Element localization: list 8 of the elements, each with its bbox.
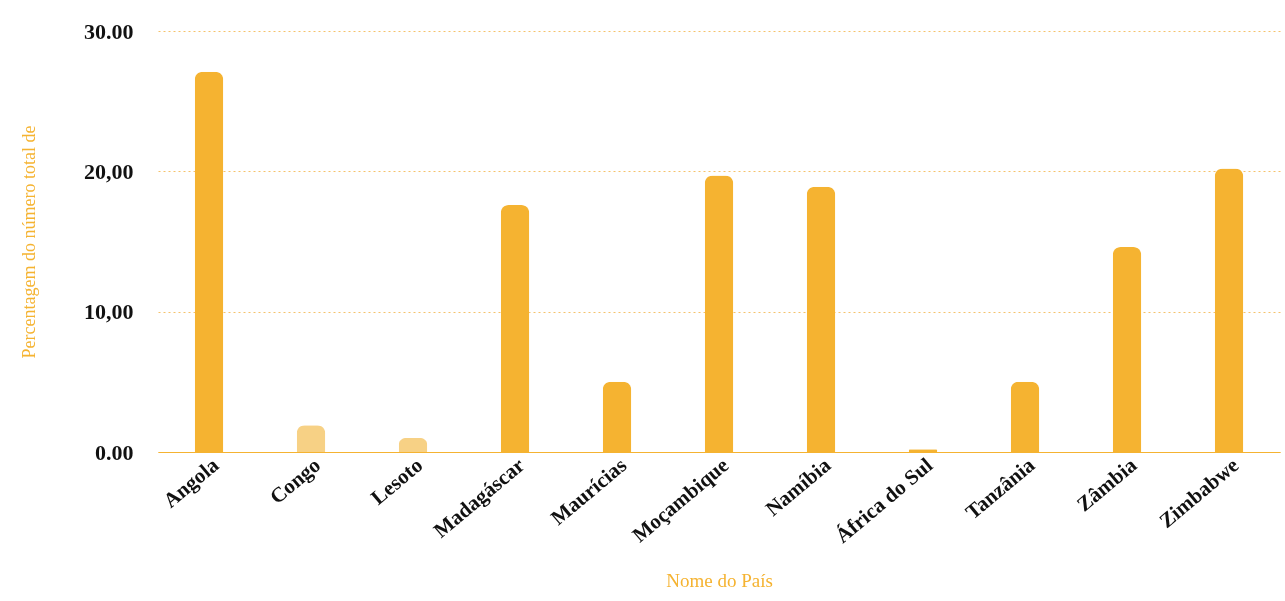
y-axis-title: Percentagem do número total de [19,125,39,359]
y-tick-label: 0.00 [95,439,134,465]
bar [398,437,428,452]
y-tick-label: 20,00 [84,158,134,184]
x-axis-title: Nome do País [666,570,773,592]
bar [296,425,326,452]
y-tick-label: 30.00 [84,18,134,44]
y-tick-label: 10,00 [84,299,134,325]
